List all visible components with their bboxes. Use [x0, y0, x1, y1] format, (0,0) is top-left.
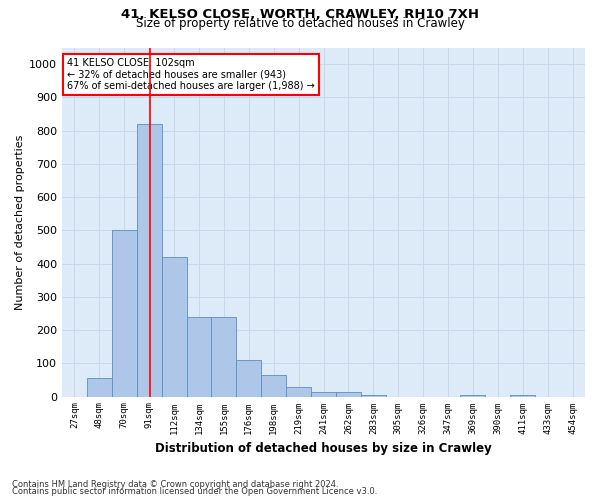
Bar [510, 395, 535, 396]
Bar [187, 317, 211, 396]
Bar [311, 392, 336, 396]
Bar [460, 395, 485, 396]
Text: Contains HM Land Registry data © Crown copyright and database right 2024.: Contains HM Land Registry data © Crown c… [12, 480, 338, 489]
Text: Size of property relative to detached houses in Crawley: Size of property relative to detached ho… [136, 18, 464, 30]
Bar [336, 392, 361, 396]
Bar [87, 378, 112, 396]
Y-axis label: Number of detached properties: Number of detached properties [15, 134, 25, 310]
Bar [286, 386, 311, 396]
Bar [236, 360, 261, 397]
Bar [112, 230, 137, 396]
Bar [261, 375, 286, 396]
Text: 41, KELSO CLOSE, WORTH, CRAWLEY, RH10 7XH: 41, KELSO CLOSE, WORTH, CRAWLEY, RH10 7X… [121, 8, 479, 20]
Bar [361, 395, 386, 396]
X-axis label: Distribution of detached houses by size in Crawley: Distribution of detached houses by size … [155, 442, 492, 455]
Text: Contains public sector information licensed under the Open Government Licence v3: Contains public sector information licen… [12, 487, 377, 496]
Bar [211, 317, 236, 396]
Text: 41 KELSO CLOSE: 102sqm
← 32% of detached houses are smaller (943)
67% of semi-de: 41 KELSO CLOSE: 102sqm ← 32% of detached… [67, 58, 315, 91]
Bar [161, 257, 187, 396]
Bar [137, 124, 161, 396]
